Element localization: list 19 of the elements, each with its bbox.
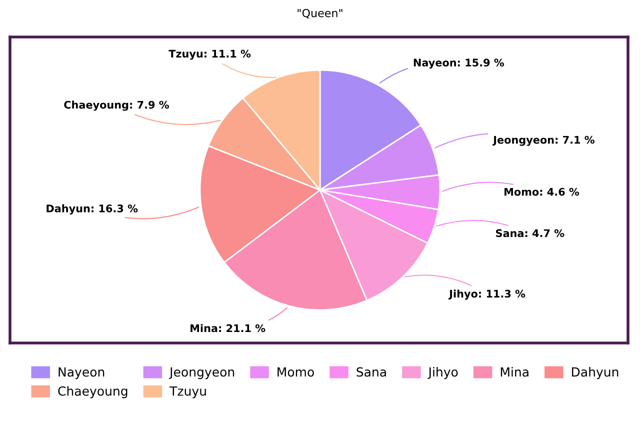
legend-label: Jeongyeon [168,367,234,380]
legend-label: Momo [278,367,314,377]
data-label: Jihyo: 11.3 % [448,290,526,300]
data-label: Momo: 4.6 % [504,188,580,196]
data-label: Tzuyu: 11.1 % [168,50,251,60]
legend-label: Dahyun [572,367,618,380]
legend-label: Jihyo [428,367,458,380]
data-label: Jeongyeon: 7.1 % [492,136,594,146]
data-label: Nayeon: 15.9 % [414,58,504,69]
legend-label: Mina [500,367,528,377]
data-label: Sana: 4.7 % [496,229,564,238]
chart-title: "Queen" [298,8,342,18]
legend-label: Chaeyoung [58,386,128,398]
legend-label: Sana [356,367,386,377]
data-label: Mina: 21.1 % [190,324,266,332]
data-label: Chaeyoung: 7.9 % [64,100,169,111]
data-label: Dahyun: 16.3 % [46,204,138,214]
legend-label: Tzuyu [170,386,206,398]
legend-label: Nayeon [58,367,104,380]
